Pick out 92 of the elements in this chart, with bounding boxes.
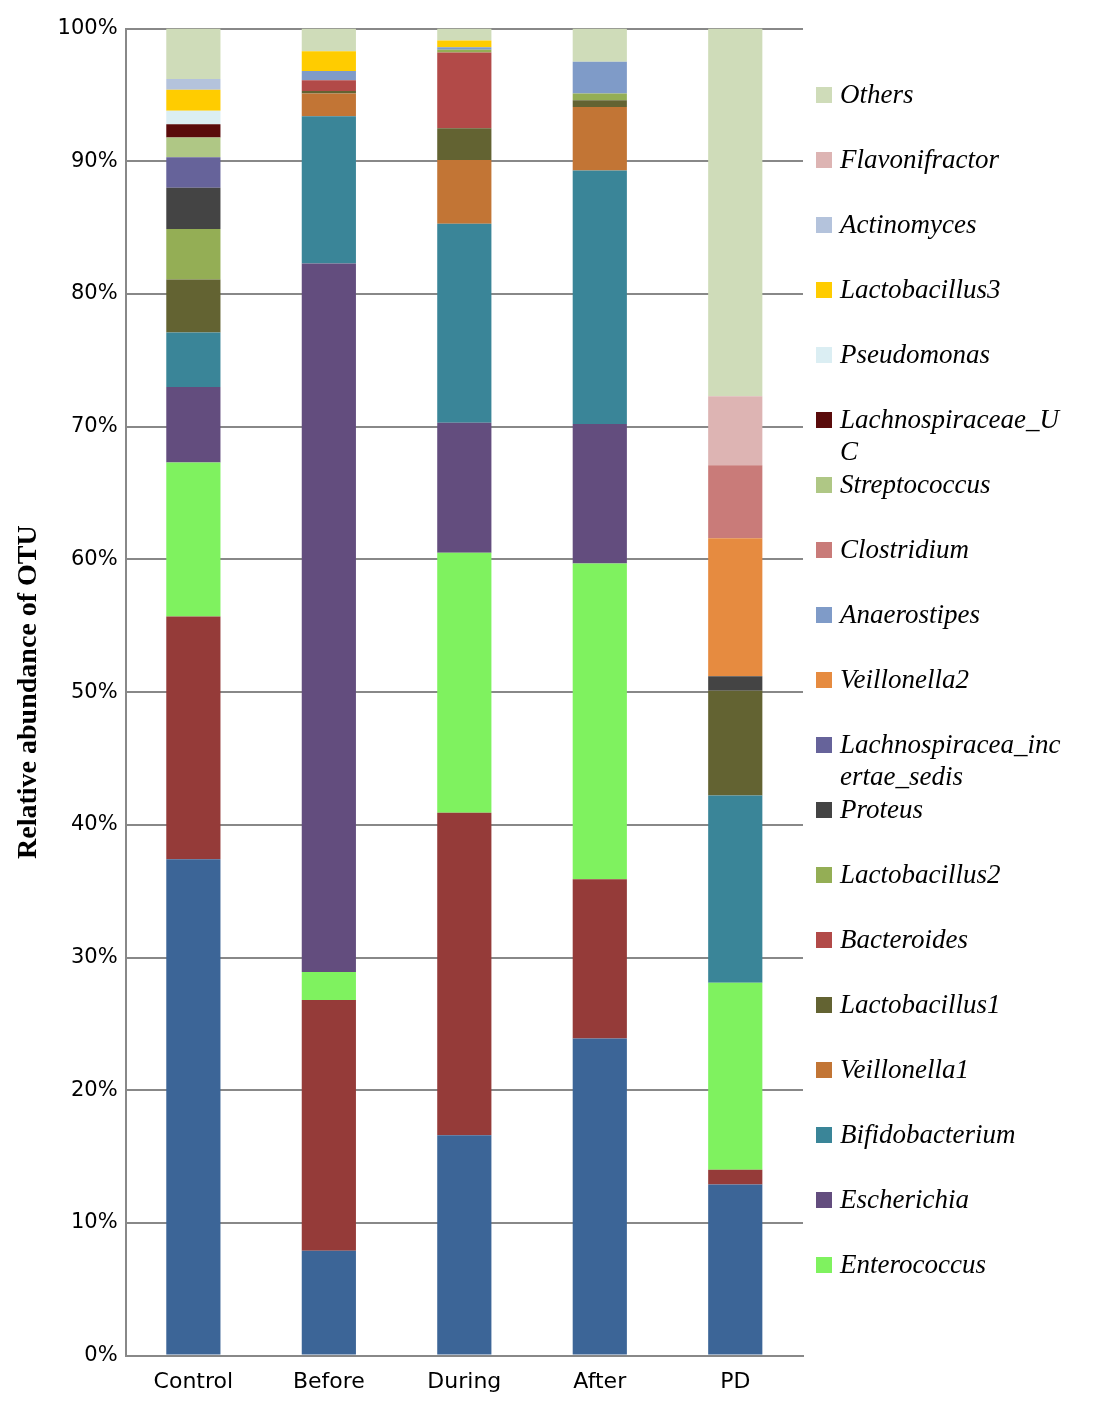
- y-tick-label: 80%: [70, 280, 118, 305]
- legend-label: Veillonella2: [840, 663, 970, 695]
- bar: [166, 859, 221, 1355]
- bar: [301, 116, 356, 264]
- bar: [437, 1135, 492, 1355]
- bar: [166, 462, 221, 617]
- bar: [437, 159, 492, 224]
- bar: [166, 124, 221, 138]
- bar: [437, 812, 492, 1136]
- bar: [708, 28, 763, 397]
- bar: [301, 999, 356, 1251]
- x-tick-label: Before: [292, 1367, 365, 1393]
- bar: [437, 552, 492, 813]
- bar: [301, 93, 356, 117]
- legend-label: Actinomyces: [840, 208, 978, 240]
- y-tick-label: 20%: [70, 1076, 118, 1101]
- legend-label: Lactobacillus2: [840, 858, 1002, 890]
- bar: [437, 128, 492, 160]
- bar: [572, 61, 627, 94]
- bar: [301, 90, 356, 94]
- x-tick-label: During: [427, 1367, 502, 1393]
- legend-label: Pseudomonas: [840, 338, 991, 370]
- bar: [708, 538, 763, 677]
- bar: [166, 110, 221, 125]
- legend-label: Lachnospiracea_incertae_sedis: [840, 728, 1062, 792]
- legend-label: Lachnospiraceae_UC: [840, 403, 1062, 467]
- bar: [166, 616, 221, 860]
- bar: [572, 563, 627, 880]
- bar: [437, 223, 492, 423]
- bar: [301, 1250, 356, 1355]
- bar: [572, 100, 627, 107]
- bar: [166, 332, 221, 387]
- y-tick-label: 40%: [70, 811, 118, 836]
- bar: [572, 170, 627, 425]
- legend-label: Escherichia: [840, 1183, 970, 1215]
- legend-label: Anaerostipes: [840, 598, 981, 630]
- x-tick-label: Control: [153, 1367, 234, 1393]
- bar: [708, 795, 763, 983]
- bar: [166, 137, 221, 158]
- bar: [708, 690, 763, 796]
- y-tick-label: 50%: [70, 678, 118, 703]
- legend-label: Veillonella1: [840, 1053, 970, 1085]
- bar: [166, 28, 221, 80]
- bar: [166, 157, 221, 188]
- bar: [708, 1169, 763, 1185]
- bar: [166, 386, 221, 463]
- bar: [708, 396, 763, 466]
- bar: [437, 422, 492, 553]
- y-tick-label: 0%: [84, 1342, 118, 1367]
- y-tick-label: 70%: [70, 413, 118, 438]
- bar: [572, 879, 627, 1039]
- bar: [572, 93, 627, 101]
- bar: [708, 465, 763, 539]
- legend-label: Enterococcus: [840, 1248, 987, 1280]
- bar: [437, 28, 492, 41]
- y-tick-label: 10%: [70, 1209, 118, 1234]
- bar: [166, 228, 221, 280]
- y-tick-label: 90%: [70, 147, 118, 172]
- bar: [437, 40, 492, 48]
- x-tick-label: PD: [720, 1367, 751, 1393]
- bar: [301, 28, 356, 52]
- bar: [166, 187, 221, 229]
- bar: [301, 51, 356, 72]
- bar: [572, 424, 627, 564]
- x-tick-label: After: [573, 1367, 628, 1393]
- bar: [301, 263, 356, 973]
- bar: [301, 71, 356, 81]
- legend-label: Flavonifractor: [840, 143, 1000, 175]
- bar: [437, 52, 492, 129]
- bar: [301, 972, 356, 1000]
- y-tick-label: 100%: [57, 15, 118, 40]
- y-tick-label: 60%: [70, 545, 118, 570]
- y-axis-title: Relative abundance of OTU: [11, 525, 43, 859]
- bar: [166, 79, 221, 90]
- legend-label: Lactobacillus3: [840, 273, 1002, 305]
- bar: [301, 80, 356, 91]
- bar: [572, 28, 627, 62]
- legend-label: Proteus: [840, 793, 924, 825]
- bar: [708, 982, 763, 1170]
- bar: [572, 106, 627, 171]
- bar: [572, 1038, 627, 1355]
- legend-label: Bacteroides: [840, 923, 969, 955]
- y-tick-label: 30%: [70, 943, 118, 968]
- bar: [708, 1184, 763, 1355]
- legend-label: Lactobacillus1: [840, 988, 1002, 1020]
- legend-label: Clostridium: [840, 533, 971, 565]
- legend-label: Others: [840, 78, 915, 110]
- bar: [166, 89, 221, 111]
- legend-label: Bifidobacterium: [840, 1118, 1017, 1150]
- legend-label: Streptococcus: [840, 468, 992, 500]
- bar: [166, 279, 221, 333]
- bar: [708, 676, 763, 691]
